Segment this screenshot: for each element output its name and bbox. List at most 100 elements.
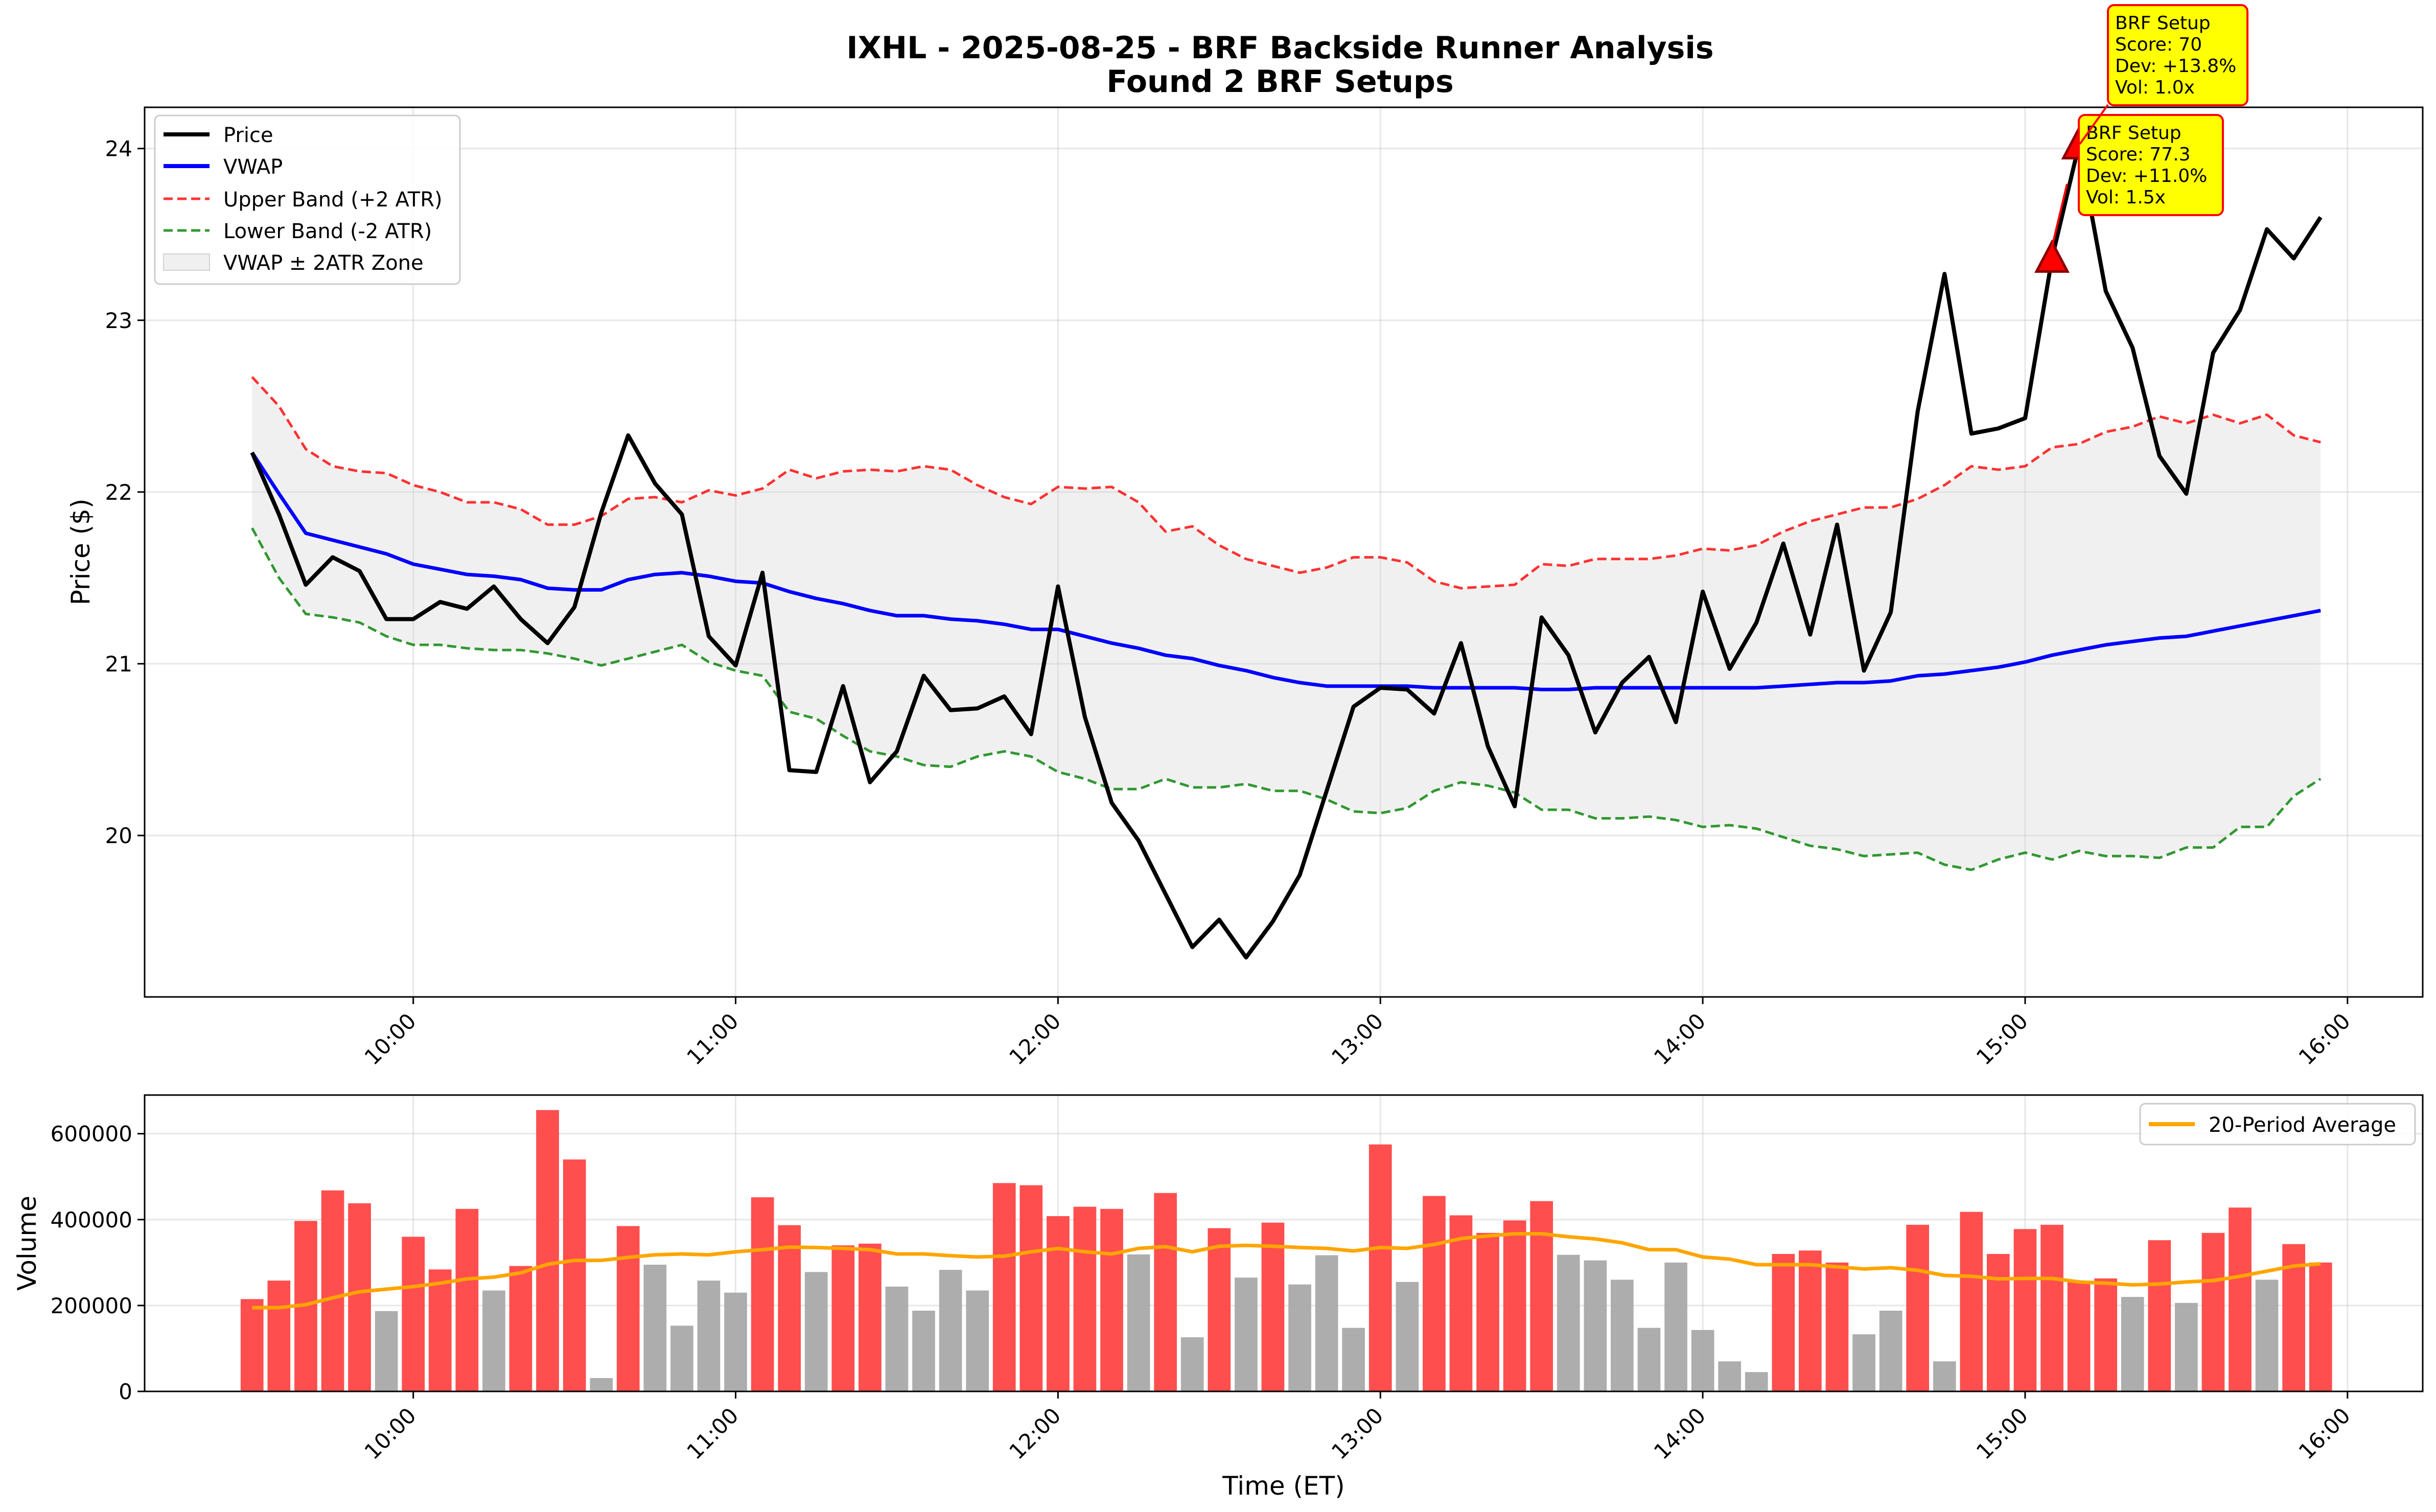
setup-box-2 (2107, 4, 2248, 106)
volume-bar (1261, 1222, 1285, 1391)
vwap-line (250, 451, 2321, 691)
volume-bar (1611, 1280, 1634, 1391)
volume-bar (1073, 1206, 1097, 1391)
setup-1-line-2: Score: 77.3 (2086, 144, 2191, 165)
volume-bar (375, 1311, 398, 1391)
volume-bar (885, 1286, 909, 1391)
volume-bar (240, 1299, 264, 1391)
setup-2-line-4: Vol: 1.0x (2115, 77, 2195, 98)
price-y-ticks: 20 21 22 23 24 (105, 136, 145, 848)
volume-bar (1315, 1255, 1338, 1391)
volume-bar (1180, 1337, 1204, 1391)
volume-bar (428, 1269, 452, 1391)
price-lines (250, 143, 2323, 960)
volume-bar (804, 1272, 828, 1391)
volume-bar (348, 1203, 371, 1391)
volume-bar (1530, 1201, 1553, 1391)
volume-bar (1047, 1216, 1070, 1391)
price-grid (145, 107, 2423, 997)
volume-bar (2067, 1282, 2091, 1391)
volume-bar (1664, 1262, 1687, 1391)
price-legend: Price VWAP Upper Band (+2 ATR) Lower Ban… (154, 114, 461, 285)
price-y-tick-label: 20 (105, 823, 132, 848)
volume-bar (1368, 1144, 1392, 1391)
volume-bar (1235, 1277, 1258, 1391)
volume-bars (240, 1110, 2332, 1391)
price-y-tick-label: 24 (105, 136, 132, 161)
volume-bar (616, 1226, 640, 1391)
price-y-tick-label: 23 (105, 308, 132, 333)
volume-bar (1933, 1361, 1956, 1391)
volume-bar (455, 1208, 479, 1391)
volume-bar (1691, 1330, 1714, 1391)
legend-lower-band: Lower Band (-2 ATR) (223, 220, 432, 243)
volume-bar (724, 1292, 747, 1391)
price-y-tick-label: 22 (105, 480, 132, 505)
volume-bar (2229, 1207, 2252, 1391)
volume-y-tick-label: 400000 (51, 1207, 132, 1232)
legend-vwap: VWAP (223, 155, 283, 179)
legend-swatch-zone (163, 253, 210, 271)
volume-bar (1825, 1262, 1849, 1391)
volume-bar (1852, 1334, 1875, 1391)
volume-bar (1208, 1228, 1231, 1391)
volume-y-tick-label: 0 (119, 1379, 132, 1404)
volume-bar (1879, 1311, 1903, 1391)
volume-bar (1154, 1193, 1177, 1391)
volume-bar (697, 1281, 721, 1391)
legend-average: 20-Period Average (2209, 1113, 2396, 1137)
volume-bar (1987, 1254, 2010, 1391)
setup-annotation-2: BRF Setup Score: 70 Dev: +13.8% Vol: 1.0… (2079, 4, 2248, 145)
volume-bar (2255, 1280, 2279, 1391)
volume-y-tick-label: 200000 (51, 1293, 132, 1318)
legend-zone: VWAP ± 2ATR Zone (223, 251, 424, 275)
setup-arrow-2 (2079, 104, 2109, 145)
volume-bar (1799, 1250, 1822, 1391)
price-y-tick-label: 21 (105, 652, 132, 677)
volume-average-line (252, 1232, 2321, 1310)
volume-bar (2040, 1224, 2063, 1391)
volume-bar (1960, 1212, 1983, 1391)
setup-box-1 (2078, 114, 2224, 216)
volume-bar (402, 1237, 425, 1391)
setup-2-line-1: BRF Setup (2115, 13, 2211, 34)
setup-arrow-1 (2049, 183, 2068, 255)
volume-bar (536, 1110, 559, 1391)
volume-bar (751, 1197, 774, 1391)
volume-y-axis-label: Volume (12, 1196, 42, 1291)
volume-bar (2175, 1302, 2198, 1391)
volume-bar (2148, 1240, 2171, 1391)
upper-band-line (251, 376, 2321, 590)
volume-bar (1745, 1372, 1768, 1391)
volume-bar (1906, 1224, 1929, 1391)
volume-bar (1718, 1361, 1741, 1391)
volume-bar (2094, 1278, 2117, 1391)
volume-bar (2309, 1262, 2332, 1391)
volume-x-axis-label: Time (ET) (1222, 1471, 1344, 1501)
volume-bar (1288, 1284, 1311, 1391)
volume-bar (859, 1243, 881, 1391)
chart-subtitle: Found 2 BRF Setups (1106, 64, 1453, 100)
volume-bar (1423, 1196, 1446, 1391)
volume-bar (1127, 1254, 1150, 1391)
volume-bar (1100, 1208, 1123, 1391)
price-y-axis-label: Price ($) (66, 499, 96, 606)
setup-2-line-3: Dev: +13.8% (2115, 56, 2236, 77)
legend-upper-band: Upper Band (+2 ATR) (223, 188, 443, 212)
setup-marker-1 (2034, 239, 2070, 273)
volume-bar (321, 1190, 344, 1391)
volume-bar (1449, 1215, 1473, 1391)
volume-bar (267, 1281, 291, 1391)
setup-2-line-2: Score: 70 (2115, 34, 2202, 55)
volume-panel-frame (144, 1094, 2424, 1392)
volume-bar (939, 1270, 962, 1391)
volume-bar (1637, 1328, 1661, 1391)
volume-bar (2121, 1297, 2144, 1391)
volume-bar (992, 1183, 1016, 1391)
volume-bar (2013, 1229, 2037, 1391)
volume-bar (482, 1290, 505, 1391)
volume-bar (1396, 1282, 1419, 1391)
volume-bar (1342, 1328, 1365, 1391)
price-panel-frame (144, 106, 2424, 998)
